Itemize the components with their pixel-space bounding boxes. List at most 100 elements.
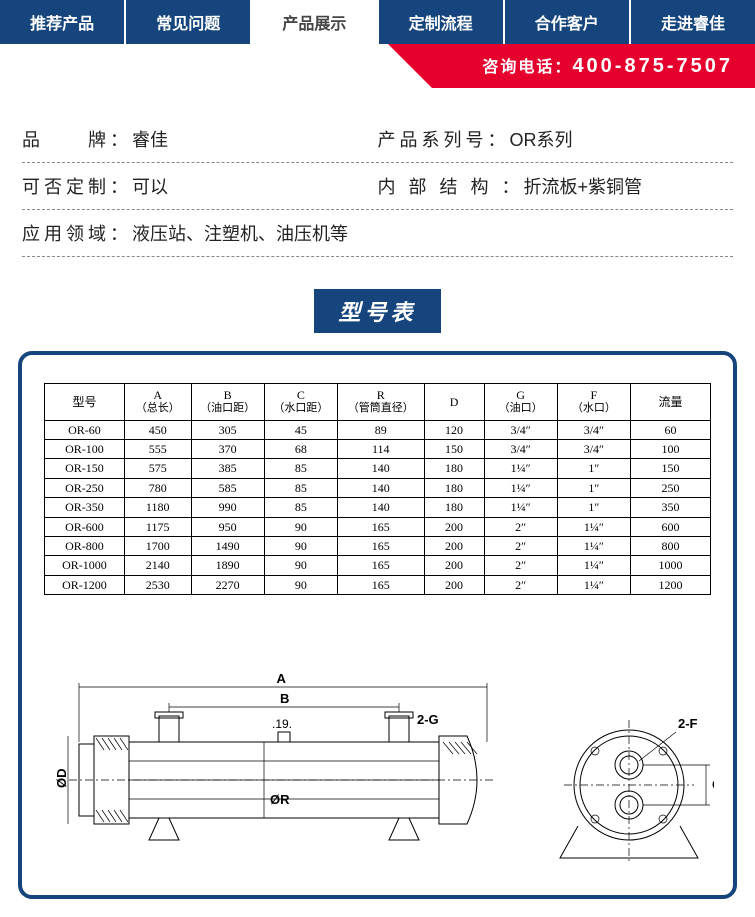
svg-text:ØR: ØR [270,792,290,807]
table-cell: 1175 [124,517,191,536]
table-cell: 200 [424,536,484,555]
table-row: OR-6001175950901652002″1¼″600 [45,517,711,536]
table-cell: 140 [338,459,425,478]
table-cell: 3/4″ [557,439,630,458]
table-cell: 990 [191,498,264,517]
table-cell: 100 [631,439,711,458]
table-cell: 180 [424,498,484,517]
table-header: G（油口） [484,384,557,421]
hotline-label: 咨询电话： [482,59,572,76]
table-row: OR-120025302270901652002″1¼″1200 [45,575,711,594]
table-cell: 140 [338,498,425,517]
dimension-diagram: .19.AB2-GØDØR2-FC [44,635,711,875]
diagram-svg: .19.AB2-GØDØR2-FC [44,635,714,875]
table-row: OR-100021401890901652002″1¼″1000 [45,556,711,575]
spec-value-brand: 睿佳 [132,126,168,152]
nav-tab[interactable]: 合作客户 [505,0,631,44]
spec-label-struct: 内 部 结 构 ： [378,173,524,199]
table-cell: OR-100 [45,439,125,458]
table-cell: 1700 [124,536,191,555]
table-row: OR-6045030545891203/4″3/4″60 [45,420,711,439]
section-title-wrap: 型号表 [0,289,755,333]
top-nav: 推荐产品常见问题产品展示定制流程合作客户走进睿佳 [0,0,755,44]
table-cell: OR-250 [45,478,125,497]
table-cell: 1¼″ [557,517,630,536]
table-cell: 140 [338,478,425,497]
spec-row: 品 牌： 睿佳 产品系列号： OR系列 [22,116,733,163]
table-cell: 200 [424,556,484,575]
table-cell: 1¼″ [484,459,557,478]
table-cell: 85 [264,498,337,517]
table-cell: 165 [338,556,425,575]
table-cell: 90 [264,556,337,575]
table-cell: 90 [264,575,337,594]
table-cell: OR-800 [45,536,125,555]
nav-tab[interactable]: 产品展示 [252,0,378,44]
table-cell: 1¼″ [557,536,630,555]
table-cell: 1″ [557,459,630,478]
table-row: OR-250780585851401801¼″1″250 [45,478,711,497]
table-cell: 2″ [484,556,557,575]
table-header: B（油口距） [191,384,264,421]
table-cell: 90 [264,517,337,536]
table-cell: 45 [264,420,337,439]
table-row: OR-80017001490901652002″1¼″800 [45,536,711,555]
table-cell: 800 [631,536,711,555]
table-cell: 305 [191,420,264,439]
svg-text:2-G: 2-G [417,712,439,727]
nav-tab[interactable]: 推荐产品 [0,0,126,44]
nav-tab[interactable]: 常见问题 [126,0,252,44]
table-cell: 250 [631,478,711,497]
table-cell: 575 [124,459,191,478]
table-cell: 2530 [124,575,191,594]
table-cell: 89 [338,420,425,439]
model-card: 型号A（总长）B（油口距）C（水口距）R（管筒直径）DG（油口）F（水口）流量O… [18,351,737,899]
table-cell: 60 [631,420,711,439]
table-cell: 165 [338,575,425,594]
table-cell: OR-600 [45,517,125,536]
table-cell: 150 [424,439,484,458]
table-cell: 2″ [484,517,557,536]
table-cell: 120 [424,420,484,439]
table-cell: 950 [191,517,264,536]
table-cell: 114 [338,439,425,458]
svg-text:C: C [712,777,714,792]
svg-text:ØD: ØD [54,769,69,789]
spec-label-apps: 应用领域： [22,220,132,246]
table-header: D [424,384,484,421]
spec-value-apps: 液压站、注塑机、油压机等 [132,220,348,246]
table-cell: 165 [338,517,425,536]
table-cell: 85 [264,459,337,478]
table-header: 流量 [631,384,711,421]
table-cell: 1000 [631,556,711,575]
table-cell: 450 [124,420,191,439]
table-cell: 150 [631,459,711,478]
table-cell: 1¼″ [484,478,557,497]
table-cell: 2140 [124,556,191,575]
table-cell: 200 [424,517,484,536]
nav-tab[interactable]: 走进睿佳 [631,0,755,44]
spec-row: 应用领域： 液压站、注塑机、油压机等 [22,210,733,257]
table-header: 型号 [45,384,125,421]
table-row: OR-150575385851401801¼″1″150 [45,459,711,478]
model-table: 型号A（总长）B（油口距）C（水口距）R（管筒直径）DG（油口）F（水口）流量O… [44,383,711,595]
table-cell: 1200 [631,575,711,594]
hotline[interactable]: 咨询电话：400-875-7507 [432,44,755,88]
table-cell: 555 [124,439,191,458]
nav-tab[interactable]: 定制流程 [379,0,505,44]
table-cell: 600 [631,517,711,536]
table-cell: 165 [338,536,425,555]
table-cell: 1¼″ [484,498,557,517]
svg-text:B: B [280,691,289,706]
table-cell: 3/4″ [484,439,557,458]
table-cell: 2″ [484,536,557,555]
table-cell: 1¼″ [557,575,630,594]
table-cell: 370 [191,439,264,458]
table-cell: 2″ [484,575,557,594]
spec-label-custom: 可否定制： [22,173,132,199]
spec-label-brand: 品 牌： [22,126,132,152]
table-cell: 3/4″ [557,420,630,439]
spec-value-custom: 可以 [132,173,168,199]
table-cell: 68 [264,439,337,458]
hotline-bar: 咨询电话：400-875-7507 [0,44,755,88]
